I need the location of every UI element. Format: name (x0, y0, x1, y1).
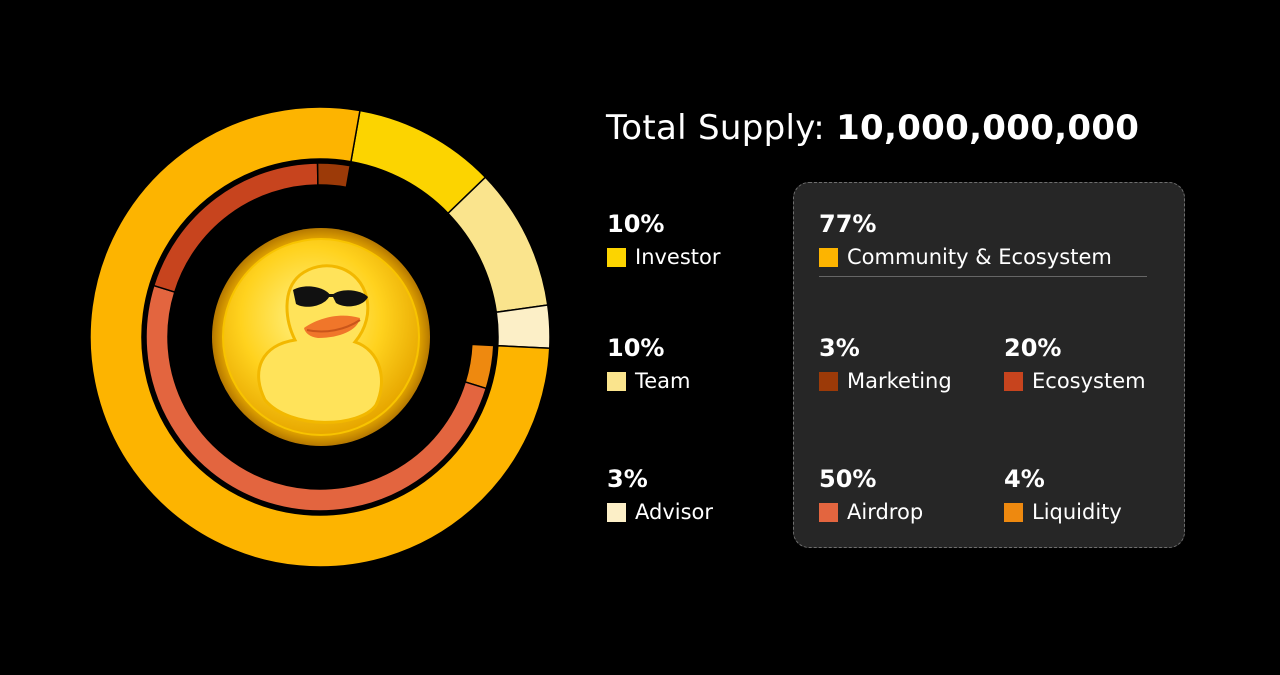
legend-item-ecosystem: 20% Ecosystem (1004, 334, 1146, 394)
outer-ring (89, 106, 551, 568)
legend-item-marketing: 3% Marketing (819, 334, 952, 394)
legend-marketing-swatch (819, 371, 838, 391)
legend-item-team: 10% Team (607, 334, 691, 394)
inner-slice-marketing (316, 162, 352, 189)
legend-community-swatch (819, 247, 838, 267)
panel-divider (819, 276, 1147, 277)
legend-liquidity-swatch (1004, 502, 1023, 522)
legend-item-community: 77% Community & Ecosystem (819, 210, 1112, 270)
legend-liquidity-percent: 4% (1004, 465, 1045, 493)
community-ecosystem-panel (793, 182, 1185, 548)
legend-ecosystem-percent: 20% (1004, 334, 1062, 362)
inner-ring (145, 162, 495, 512)
legend-community-percent: 77% (819, 210, 877, 238)
inner-slice-liquidity (464, 343, 495, 390)
legend-marketing-percent: 3% (819, 334, 860, 362)
legend-airdrop-percent: 50% (819, 465, 877, 493)
outer-slice-advisor (495, 304, 551, 350)
legend-investor-swatch (607, 247, 626, 267)
duck-coin-logo (212, 228, 430, 446)
legend-ecosystem-swatch (1004, 371, 1023, 391)
legend-item-investor: 10% Investor (607, 210, 721, 270)
legend-advisor-swatch (607, 502, 626, 522)
legend-airdrop-label: Airdrop (847, 500, 924, 524)
legend-team-swatch (607, 371, 626, 391)
total-supply-label: Total Supply: (606, 108, 825, 148)
legend-team-percent: 10% (607, 334, 665, 362)
allocation-donut-chart (89, 106, 551, 568)
legend-investor-percent: 10% (607, 210, 665, 238)
legend-item-liquidity: 4% Liquidity (1004, 465, 1122, 525)
legend-marketing-label: Marketing (847, 369, 952, 393)
legend-investor-label: Investor (635, 245, 721, 269)
legend-airdrop-swatch (819, 502, 838, 522)
total-supply-title: Total Supply: 10,000,000,000 (606, 108, 1139, 148)
total-supply-value: 10,000,000,000 (836, 108, 1140, 148)
legend-advisor-percent: 3% (607, 465, 648, 493)
legend-liquidity-label: Liquidity (1032, 500, 1122, 524)
legend-item-advisor: 3% Advisor (607, 465, 713, 525)
legend-advisor-label: Advisor (635, 500, 714, 524)
legend-team-label: Team (635, 369, 691, 393)
outer-slice-community-ecosystem (89, 106, 551, 568)
legend-ecosystem-label: Ecosystem (1032, 369, 1146, 393)
legend-community-label: Community & Ecosystem (847, 245, 1112, 269)
legend-item-airdrop: 50% Airdrop (819, 465, 923, 525)
